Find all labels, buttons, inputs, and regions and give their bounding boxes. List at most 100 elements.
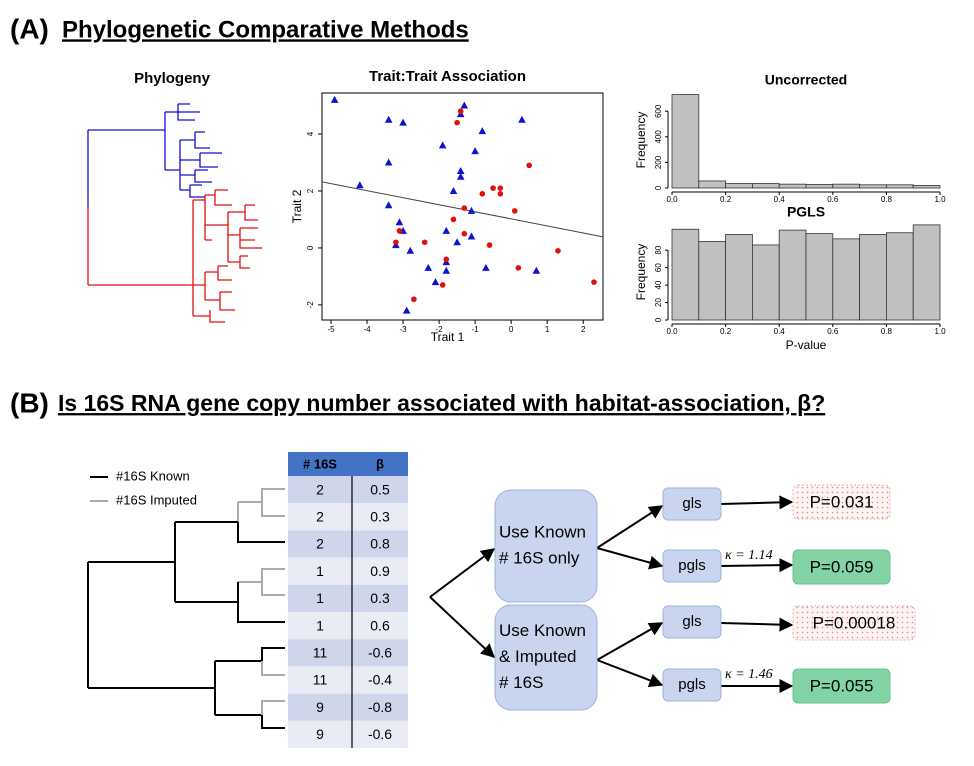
y-tick-label: 60 [654,263,663,272]
dataset-label: Use Known [499,522,586,541]
point [399,118,407,126]
trait-tree [87,488,285,729]
y-tick-label: 400 [654,130,663,144]
y-axis-label: Frequency [634,112,648,169]
table-row [288,639,408,667]
phylogeny-title: Phylogeny [134,70,211,87]
table-cell: 0.3 [370,590,390,606]
y-tick-label: 2 [306,188,315,193]
point [490,185,496,191]
point [356,181,364,189]
bar [832,238,860,321]
panel-title: Is 16S RNA gene copy number associated w… [58,390,825,416]
x-tick-label: 0.6 [827,327,839,336]
result-label: P=0.055 [810,676,874,695]
y-tick-label: 200 [654,155,663,169]
point [330,95,339,103]
y-tick-label: 0 [654,317,663,322]
point [393,239,399,246]
bar [805,184,834,189]
table-row [288,693,408,721]
legend-label: #16S Known [116,468,190,483]
bar [859,234,887,321]
point [511,208,518,214]
table-cell: 11 [313,672,328,688]
point [384,158,393,166]
point [453,238,461,246]
point [471,147,479,155]
x-tick-label: 0.2 [720,195,732,204]
method-label: pgls [678,676,706,693]
bar [886,184,914,189]
point [421,239,428,246]
table-row [288,584,408,612]
point [443,256,450,263]
table-cell: 2 [316,536,324,552]
y-tick-label: -2 [306,301,315,309]
table-cell: 1 [316,617,324,633]
table-cell: -0.6 [368,726,392,742]
table-cell: 0.5 [370,481,390,497]
point [555,247,561,254]
x-tick-label: 0.4 [774,195,786,204]
table-cell: -0.4 [368,672,392,688]
point [518,115,526,123]
dataset-box [494,604,598,711]
bar [912,224,941,321]
method-label: gls [682,613,701,630]
point [479,191,486,197]
y-tick-label: 0 [306,245,315,250]
x-tick-label: 0.8 [881,195,893,204]
y-tick-label: 600 [654,104,663,118]
table-cell: 9 [316,699,324,715]
point [431,278,440,286]
point [467,232,476,240]
y-axis-label: Trait 2 [290,189,304,223]
point [438,141,447,149]
x-tick-label: 1.0 [934,327,946,336]
x-tick-label: 1 [545,325,550,334]
table-cell: 0.9 [370,563,390,579]
point [461,205,468,211]
point [526,162,532,169]
point [515,265,522,271]
dataset-label: # 16S [499,673,543,692]
table-row [288,557,408,585]
point [395,218,404,226]
point [456,167,465,175]
point [450,216,457,223]
table-row [288,503,408,531]
table-header-cell: β [376,456,384,471]
result-box [792,549,891,585]
bar [859,184,887,189]
table-cell: 1 [316,563,324,579]
method-box [662,487,722,521]
kappa-label: κ = 1.14 [725,548,773,563]
x-tick-label: -2 [436,325,444,334]
bar [832,183,860,189]
panel-label: (A) [10,13,49,44]
table-row [288,666,408,694]
x-tick-label: 0.6 [827,195,839,204]
legend-label: #16S Imputed [116,492,197,507]
y-tick-label: 0 [654,185,663,190]
flow-arrows [429,495,794,693]
x-tick-label: 0.4 [774,327,786,336]
point [486,242,493,248]
x-tick-label: -4 [363,325,371,334]
dataset-label: # 16S only [499,548,580,567]
dataset-label: & Imputed [499,647,577,666]
method-box [662,549,722,583]
x-tick-label: 1.0 [934,195,946,204]
bar [671,228,700,321]
table-row [288,720,408,748]
point [482,263,490,271]
table-row [288,612,408,640]
x-axis-label: P-value [786,338,827,352]
bar [778,183,807,189]
bar [725,234,753,321]
result-box [792,484,891,520]
point [442,266,451,274]
bar [725,183,753,189]
point [591,279,597,285]
